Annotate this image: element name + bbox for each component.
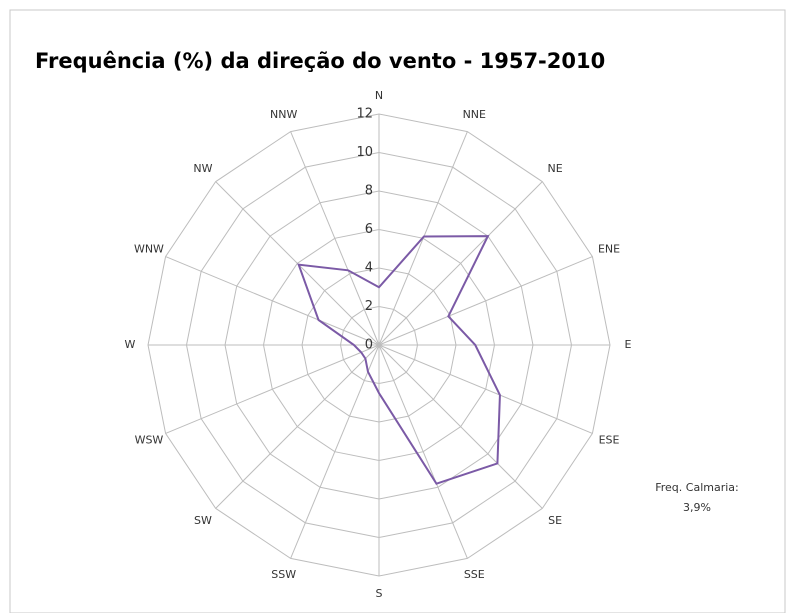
category-label: WSW [135, 433, 164, 446]
category-label: NNW [270, 108, 297, 121]
category-label: SE [548, 514, 562, 527]
series-line [297, 235, 501, 485]
spoke [290, 344, 380, 559]
spoke [165, 344, 380, 434]
r-tick-label: 12 [356, 107, 373, 122]
annotation: Freq. Calmaria: [655, 481, 739, 494]
category-label: ESE [599, 433, 620, 446]
spoke [215, 344, 380, 509]
category-label: SSW [271, 568, 296, 581]
spoke [290, 131, 380, 346]
category-label: NNE [463, 108, 486, 121]
category-label: SW [194, 514, 212, 527]
r-tick-label: 4 [365, 261, 373, 276]
r-tick-label: 2 [365, 299, 373, 314]
category-label: WNW [134, 243, 164, 256]
category-label: N [375, 89, 383, 102]
spoke [378, 181, 543, 346]
category-label: S [376, 587, 383, 600]
annotation: 3,9% [683, 501, 711, 514]
category-label: NW [193, 162, 212, 175]
spoke [215, 181, 380, 346]
spoke [378, 344, 543, 509]
chart-title: Frequência (%) da direção do vento - 195… [35, 49, 605, 73]
r-tick-label: 8 [365, 184, 373, 199]
category-label: NE [547, 162, 562, 175]
spoke [165, 256, 380, 346]
category-label: ENE [598, 243, 620, 256]
category-label: SSE [464, 568, 485, 581]
category-label: E [625, 338, 632, 351]
r-tick-label: 6 [365, 222, 373, 237]
spoke [378, 256, 593, 346]
spoke [378, 344, 468, 559]
chart-frame [9, 9, 786, 613]
category-label: W [125, 338, 136, 351]
r-tick-label: 0 [365, 338, 373, 353]
spoke [378, 344, 593, 434]
r-tick-label: 10 [356, 145, 373, 160]
